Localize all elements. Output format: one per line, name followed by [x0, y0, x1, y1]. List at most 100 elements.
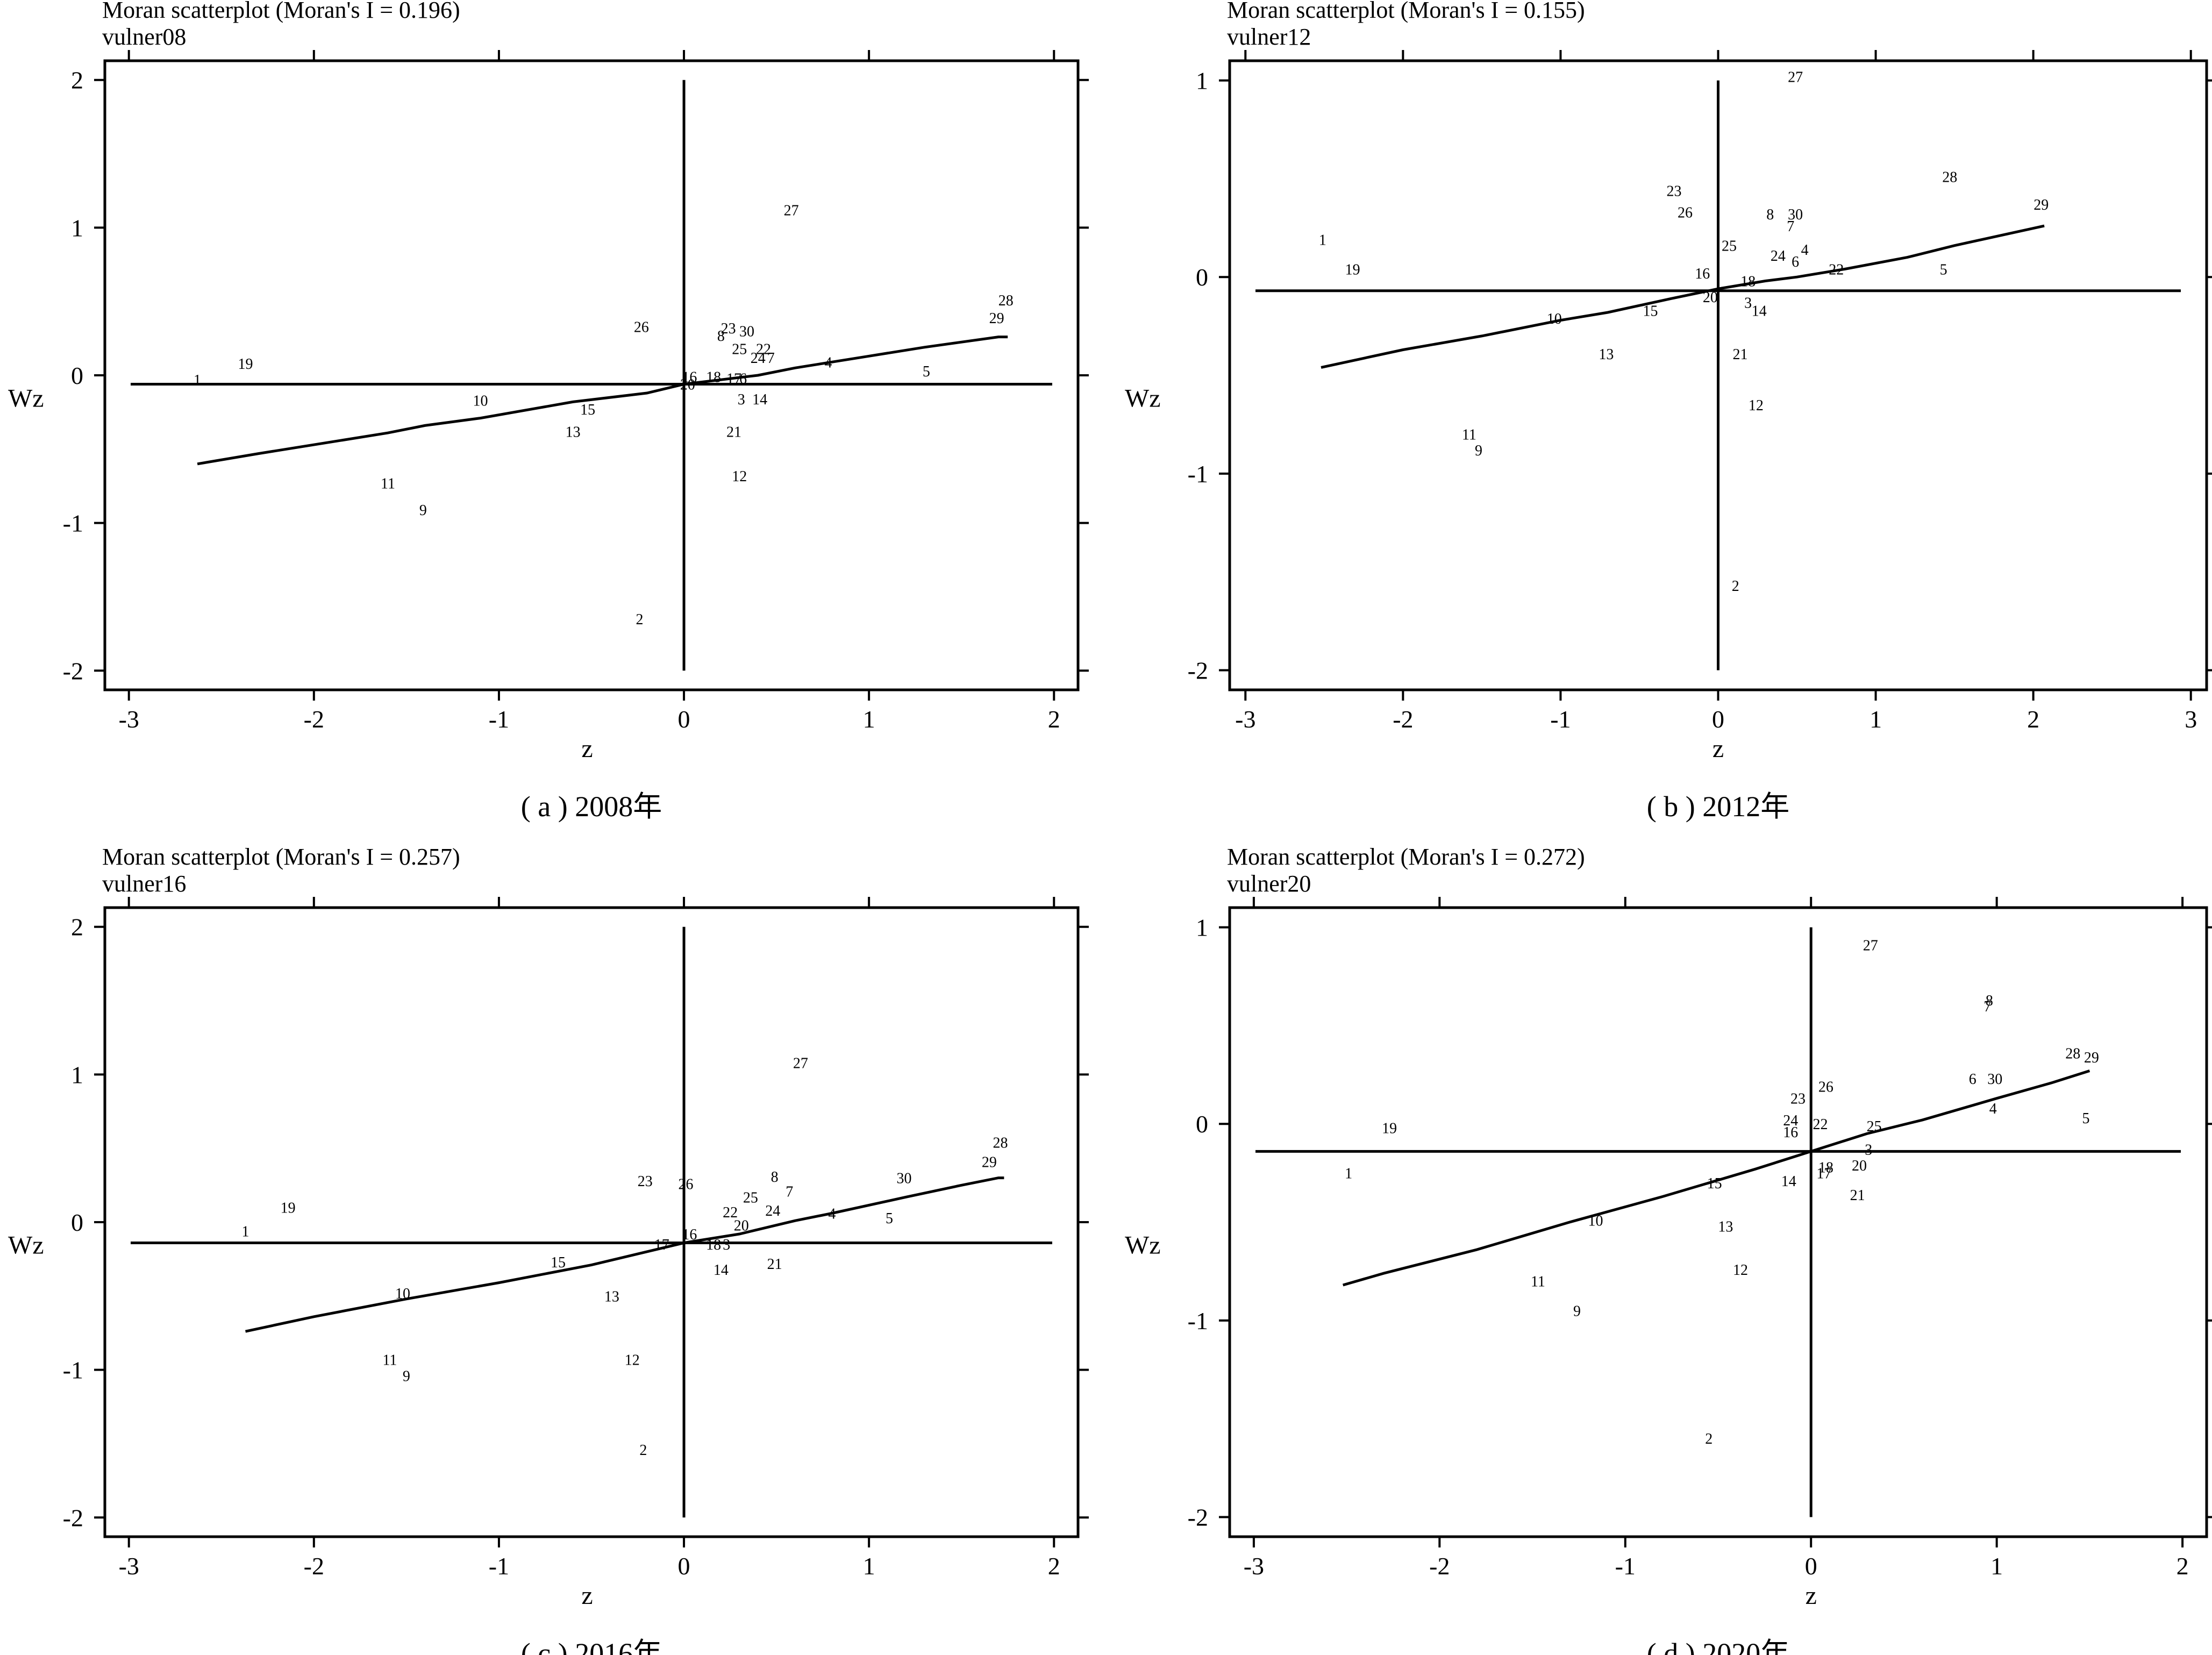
- point-label: 13: [1718, 1218, 1733, 1235]
- point-label: 25: [1722, 238, 1737, 255]
- point-label: 1: [1345, 1166, 1352, 1182]
- point-label: 30: [739, 324, 754, 340]
- point-label: 18: [706, 369, 721, 386]
- x-tick-label: 2: [1048, 705, 1060, 733]
- point-label: 12: [625, 1352, 640, 1368]
- chart-subtitle: vulner08: [102, 24, 186, 50]
- point-label: 1: [1319, 232, 1326, 249]
- point-label: 14: [1781, 1173, 1796, 1190]
- point-label: 22: [1813, 1116, 1828, 1133]
- point-label: 10: [1547, 311, 1562, 327]
- y-tick-label: -2: [1188, 657, 1208, 684]
- point-label: 2: [639, 1442, 647, 1459]
- chart-subtitle: vulner16: [102, 871, 186, 897]
- y-axis-label: Wz: [1125, 1231, 1161, 1260]
- point-label: 25: [743, 1189, 758, 1206]
- point-label: 22: [756, 341, 771, 358]
- point-label: 27: [784, 202, 799, 219]
- x-tick-label: 1: [863, 1552, 875, 1580]
- point-label: 18: [1818, 1160, 1833, 1176]
- plot-frame: [103, 906, 1080, 1538]
- chart-panel-1: Moran scatterplot (Moran's I = 0.155)vul…: [1125, 0, 2212, 823]
- point-label: 19: [1382, 1121, 1397, 1137]
- point-label: 23: [1790, 1091, 1806, 1108]
- x-tick-label: -2: [1393, 705, 1413, 733]
- point-label: 11: [382, 1352, 397, 1368]
- point-label: 2: [636, 611, 643, 628]
- point-label: 7: [1787, 218, 1794, 235]
- x-tick-label: -3: [119, 1552, 139, 1580]
- point-label: 3: [723, 1237, 730, 1253]
- point-label: 24: [751, 350, 766, 367]
- x-tick-label: 1: [1990, 1552, 2003, 1580]
- point-label: 22: [1829, 262, 1844, 279]
- point-label: 15: [551, 1254, 566, 1271]
- y-tick-label: 1: [1196, 67, 1208, 95]
- point-label: 28: [998, 293, 1014, 309]
- point-label: 12: [1733, 1262, 1748, 1279]
- point-label: 27: [1863, 937, 1878, 954]
- point-label: 28: [2065, 1046, 2080, 1062]
- point-label: 12: [1749, 397, 1764, 414]
- point-label: 5: [886, 1210, 893, 1227]
- y-tick-label: -2: [1188, 1503, 1208, 1531]
- point-label: 20: [1852, 1158, 1867, 1174]
- point-label: 24: [1783, 1112, 1798, 1129]
- figure-caption: ( d ) 2020年: [1647, 1637, 1789, 1655]
- point-label: 17: [654, 1237, 669, 1253]
- point-label: 20: [680, 376, 695, 393]
- chart-panel-3: Moran scatterplot (Moran's I = 0.272)vul…: [1125, 844, 2212, 1655]
- point-label: 17: [726, 370, 741, 387]
- point-label: 9: [403, 1368, 410, 1385]
- point-label: 6: [739, 370, 747, 387]
- point-label: 14: [713, 1262, 729, 1279]
- point-label: 15: [1643, 303, 1658, 319]
- x-tick-label: 0: [1805, 1552, 1817, 1580]
- point-label: 14: [1752, 303, 1767, 319]
- figure-caption: ( b ) 2012年: [1647, 790, 1789, 823]
- point-label: 19: [1345, 262, 1360, 279]
- chart-subtitle: vulner12: [1227, 24, 1311, 50]
- point-label: 16: [1695, 266, 1710, 282]
- y-axis-label: Wz: [8, 1231, 44, 1260]
- plot-frame: [103, 59, 1080, 691]
- y-tick-label: 0: [71, 362, 83, 389]
- point-label: 8: [717, 328, 725, 345]
- x-axis-label: z: [1806, 1581, 1817, 1610]
- point-label: 24: [765, 1203, 780, 1219]
- point-label: 12: [732, 468, 747, 485]
- point-label: 16: [682, 369, 697, 386]
- x-tick-label: -1: [1550, 705, 1571, 733]
- point-label: 11: [381, 475, 395, 492]
- x-tick-label: -1: [489, 1552, 509, 1580]
- point-label: 4: [828, 1206, 836, 1223]
- chart-panel-0: Moran scatterplot (Moran's I = 0.196)vul…: [8, 0, 1089, 823]
- point-label: 7: [1983, 998, 1991, 1015]
- point-label: 19: [238, 356, 253, 373]
- point-label: 21: [726, 424, 741, 440]
- x-tick-label: -2: [304, 705, 324, 733]
- y-tick-label: 2: [71, 67, 83, 94]
- point-label: 1: [194, 372, 201, 389]
- y-axis-label: Wz: [1125, 384, 1161, 413]
- x-tick-label: -2: [1429, 1552, 1450, 1580]
- x-axis-label: z: [581, 734, 593, 763]
- point-label: 9: [419, 502, 427, 519]
- point-label: 26: [1678, 205, 1693, 222]
- y-tick-label: 0: [1196, 263, 1208, 291]
- point-label: 20: [1703, 289, 1718, 306]
- point-label: 15: [1707, 1175, 1722, 1192]
- point-label: 9: [1475, 443, 1482, 459]
- point-label: 29: [989, 310, 1004, 327]
- x-tick-label: -2: [304, 1552, 324, 1580]
- point-label: 21: [767, 1256, 782, 1273]
- point-label: 14: [752, 391, 767, 408]
- x-tick-label: 2: [2027, 705, 2039, 733]
- chart-title: Moran scatterplot (Moran's I = 0.155): [1227, 0, 1585, 23]
- figure-caption: ( c ) 2016年: [521, 1637, 662, 1655]
- point-label: 6: [1792, 254, 1799, 270]
- point-label: 18: [1740, 274, 1756, 290]
- point-label: 28: [993, 1135, 1008, 1152]
- point-label: 10: [395, 1286, 410, 1302]
- point-label: 23: [638, 1173, 653, 1190]
